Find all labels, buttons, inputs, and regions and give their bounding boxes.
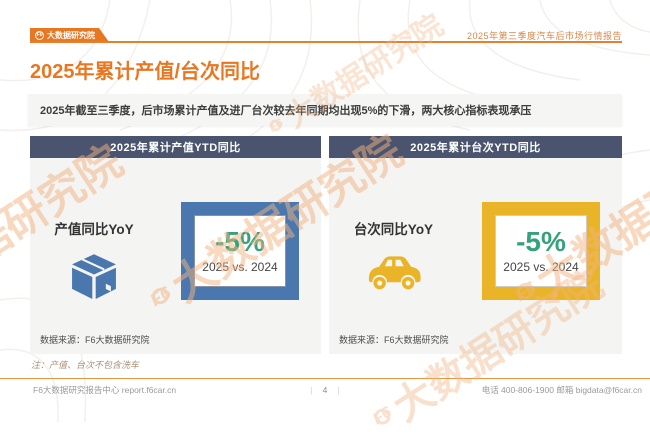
panel-vehicle-count-header: 2025年累计台次YTD同比 <box>329 136 622 158</box>
kpi-box-vehicles: -5% 2025 vs. 2024 <box>482 202 600 300</box>
panel-output-value: 2025年累计产值YTD同比 产值同比YoY -5% 2025 vs. 2024 <box>30 136 321 354</box>
metric-label-vehicles: 台次同比YoY <box>353 222 434 237</box>
page-number-indicator: | 4 | <box>0 385 650 395</box>
logo-badge: F6 大数据研究院 <box>30 28 109 42</box>
panel-output-value-header: 2025年累计产值YTD同比 <box>30 136 321 158</box>
page-number-separator-right: | <box>337 384 340 395</box>
data-source-vehicles: 数据来源：F6大数据研究院 <box>339 335 449 345</box>
panel-vehicle-count: 2025年累计台次YTD同比 台次同比YoY -5% <box>329 136 622 354</box>
header-divider <box>30 41 622 43</box>
logo-label: 大数据研究院 <box>47 30 95 40</box>
bottom-footer: F6大数据研究报告中心 report.f6car.cn | 4 | 电话 400-8… <box>0 378 650 400</box>
metric-label-output: 产值同比YoY <box>54 222 134 237</box>
box-icon <box>30 250 158 309</box>
car-icon <box>329 250 458 297</box>
kpi-comparison-output: 2025 vs. 2024 <box>202 260 278 274</box>
footer-contact: 电话 400-806-1900 邮箱 bigdata@f6car.cn <box>481 384 642 395</box>
metric-block-output: 产值同比YoY <box>30 218 158 309</box>
top-header: F6 大数据研究院 2025年第三季度汽车后市场行情报告 <box>30 28 622 42</box>
data-source-output: 数据来源：F6大数据研究院 <box>40 335 150 345</box>
footnote: 注：产值、台次不包含洗车 <box>31 360 140 370</box>
panel-vehicle-count-body: 台次同比YoY -5% 2025 vs. 2024 <box>329 158 622 354</box>
kpi-box-output: -5% 2025 vs. 2024 <box>181 202 299 300</box>
panel-output-value-body: 产值同比YoY -5% 2025 vs. 2024 数据来源：F6大数据研究院 <box>30 158 321 354</box>
kpi-value-vehicles: -5% <box>516 226 566 257</box>
footer-report-center: F6大数据研究报告中心 report.f6car.cn <box>33 384 177 395</box>
page-title: 2025年累计产值/台次同比 <box>30 61 261 83</box>
page-number: 4 <box>322 384 328 395</box>
report-slide: F6 大数据研究院 2025年第三季度汽车后市场行情报告 2025年累计产值/台… <box>0 0 650 430</box>
page-number-separator-left: | <box>310 384 313 395</box>
kpi-value-output: -5% <box>215 226 265 257</box>
kpi-comparison-vehicles: 2025 vs. 2024 <box>503 260 579 274</box>
metric-block-vehicles: 台次同比YoY <box>329 218 458 297</box>
report-title: 2025年第三季度汽车后市场行情报告 <box>466 31 622 41</box>
f6-logo-icon: F6 <box>36 32 43 38</box>
summary-bar: 2025年截至三季度，后市场累计产值及进厂台次较去年同期均出现5%的下滑，两大核… <box>28 94 622 126</box>
